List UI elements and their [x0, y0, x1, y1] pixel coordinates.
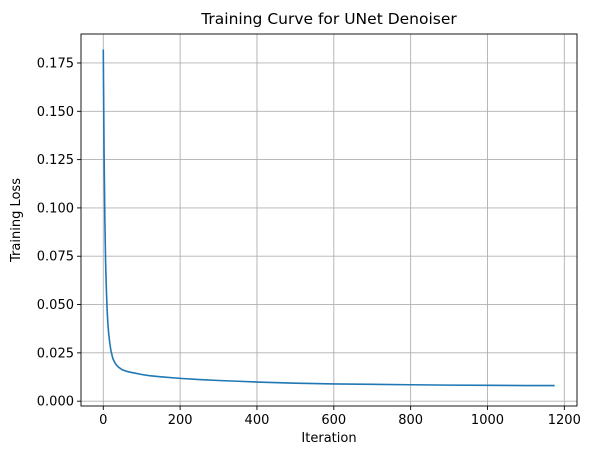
x-tick-label: 1000	[471, 413, 504, 428]
chart-title: Training Curve for UNet Denoiser	[200, 10, 457, 28]
y-axis-label: Training Loss	[9, 178, 24, 263]
y-tick-label: 0.025	[37, 346, 74, 361]
training-loss-line	[102, 49, 555, 387]
y-tick-label: 0.175	[37, 56, 74, 71]
x-tick-label: 800	[398, 413, 423, 428]
x-tick-label: 600	[321, 413, 346, 428]
x-tick-label: 1200	[548, 413, 581, 428]
y-tick-label: 0.150	[37, 105, 74, 120]
y-tick-label: 0.050	[37, 298, 74, 313]
y-tick-label: 0.000	[37, 395, 74, 410]
y-tick-label: 0.075	[37, 250, 74, 265]
x-axis-ticks: 0 200 400 600 800 1000 1200	[99, 406, 581, 428]
y-tick-label: 0.100	[37, 201, 74, 216]
grid-lines	[81, 34, 577, 406]
x-tick-label: 400	[245, 413, 270, 428]
y-axis-ticks: 0.000 0.025 0.050 0.075 0.100 0.125 0.150 0.175	[37, 56, 81, 410]
x-axis-label: Iteration	[301, 431, 356, 446]
plot-frame	[80, 33, 578, 407]
y-tick-label: 0.125	[37, 153, 74, 168]
x-tick-label: 0	[99, 413, 107, 428]
x-tick-label: 200	[168, 413, 193, 428]
